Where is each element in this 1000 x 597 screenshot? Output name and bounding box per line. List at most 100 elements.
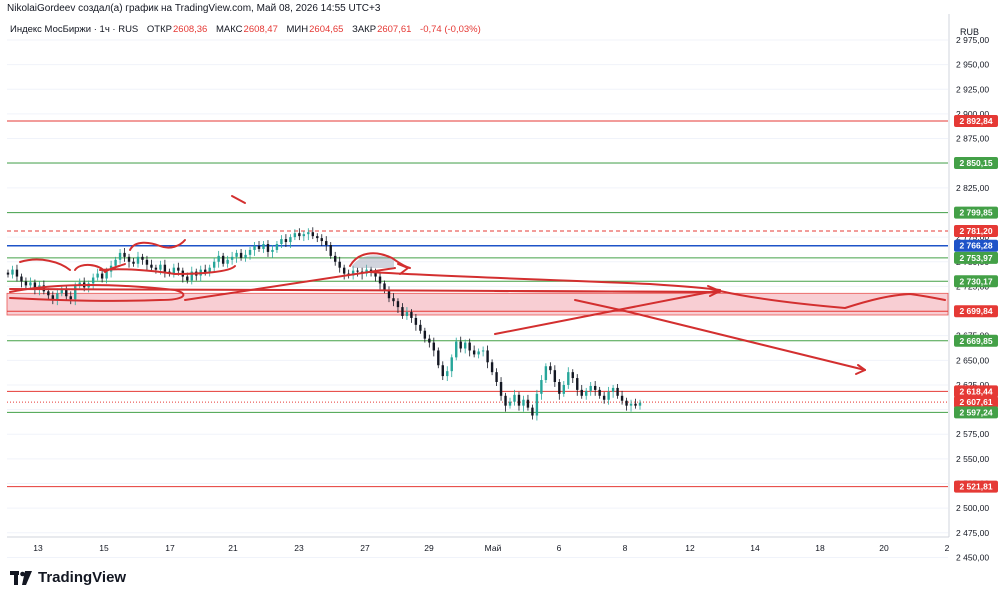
candle-body xyxy=(74,285,77,300)
annotation-stroke xyxy=(99,265,236,275)
candle-body xyxy=(275,244,279,250)
level-label-bg xyxy=(954,305,998,318)
level-label: 2 607,61 xyxy=(959,397,992,407)
candle-body xyxy=(56,293,59,300)
candle-body xyxy=(159,264,162,270)
candle-body xyxy=(105,271,108,279)
candle-body xyxy=(163,264,167,272)
candle-body xyxy=(118,252,122,260)
x-tick-label: 29 xyxy=(424,543,434,553)
currency-label[interactable]: RUB xyxy=(960,27,980,37)
candle-body xyxy=(432,342,436,351)
x-tick-label: 17 xyxy=(165,543,175,553)
high-value: 2608,47 xyxy=(243,24,278,35)
candle-body xyxy=(100,273,104,279)
candle-body xyxy=(20,276,23,282)
candle-body xyxy=(589,385,592,391)
y-tick-label: 2 875,00 xyxy=(956,134,989,144)
level-label: 2 699,84 xyxy=(959,306,992,316)
level-label-bg xyxy=(954,239,998,252)
candle-body xyxy=(540,380,543,394)
level-label: 2 781,20 xyxy=(959,226,992,236)
annotation-stroke xyxy=(494,289,721,335)
annotation-stroke xyxy=(369,271,721,291)
candle-body xyxy=(230,256,234,260)
x-tick-label: 15 xyxy=(99,543,109,553)
level-label: 2 597,24 xyxy=(959,407,992,417)
tradingview-brand[interactable]: TradingView xyxy=(10,569,126,586)
x-tick-label: 27 xyxy=(360,543,370,553)
candle-body xyxy=(544,366,548,381)
x-tick-label: 18 xyxy=(815,543,825,553)
x-tick-label: 12 xyxy=(685,543,695,553)
annotation-stroke xyxy=(129,239,186,251)
level-label-bg xyxy=(954,157,998,170)
level-label: 2 669,85 xyxy=(959,336,992,346)
candle-body xyxy=(553,370,557,383)
candle-body xyxy=(320,238,323,242)
candle-body xyxy=(477,351,480,355)
candle-body xyxy=(602,395,606,400)
candle-body xyxy=(11,269,14,275)
candle-body xyxy=(508,401,512,406)
annotation-stroke xyxy=(9,287,721,293)
y-tick-label: 2 775,00 xyxy=(956,232,989,242)
candle-body xyxy=(383,283,386,291)
candle-body xyxy=(271,249,274,252)
candle-body xyxy=(253,245,256,250)
candle-body xyxy=(239,252,243,258)
candle-body xyxy=(177,267,180,271)
candle-body xyxy=(472,350,476,355)
candle-body xyxy=(481,350,485,352)
annotation-stroke xyxy=(74,263,126,273)
candle-body xyxy=(33,282,37,290)
chart-attribution: NikolaiGordeev создал(а) график на Tradi… xyxy=(7,3,381,14)
candle-body xyxy=(459,341,462,349)
candle-body xyxy=(6,272,10,275)
candle-body xyxy=(190,271,193,281)
brand-name: TradingView xyxy=(38,569,127,586)
high-label: МАКС xyxy=(215,24,243,35)
candle-body xyxy=(154,267,158,270)
x-tick-label: 6 xyxy=(557,543,562,553)
candle-body xyxy=(221,255,225,264)
close-label: ЗАКР xyxy=(352,24,377,35)
x-tick-label: 23 xyxy=(294,543,304,553)
level-label: 2 850,15 xyxy=(959,158,992,168)
candle-body xyxy=(611,387,615,392)
x-tick-label: 20 xyxy=(879,543,889,553)
candle-body xyxy=(65,289,68,297)
y-tick-label: 2 825,00 xyxy=(956,183,989,193)
candle-body xyxy=(226,259,229,264)
candle-body xyxy=(145,259,149,265)
candle-body xyxy=(51,295,55,300)
level-label: 2 753,97 xyxy=(959,253,992,263)
x-tick-label: 21 xyxy=(228,543,238,553)
candle-body xyxy=(392,298,395,302)
candle-body xyxy=(526,399,530,408)
y-tick-label: 2 500,00 xyxy=(956,503,989,513)
annotation-stroke xyxy=(707,285,721,297)
level-label-bg xyxy=(954,275,998,288)
candle-body xyxy=(616,387,619,396)
candle-body xyxy=(396,301,400,308)
candle-body xyxy=(136,256,140,264)
candle-body xyxy=(15,269,19,277)
candle-body xyxy=(311,232,314,237)
candle-body xyxy=(356,270,359,272)
candle-body xyxy=(123,252,126,257)
candle-body xyxy=(69,296,72,300)
y-tick-label: 2 550,00 xyxy=(956,454,989,464)
candle-body xyxy=(298,233,301,237)
low-value: 2604,65 xyxy=(309,24,344,35)
y-tick-label: 2 900,00 xyxy=(956,109,989,119)
y-tick-label: 2 575,00 xyxy=(956,429,989,439)
y-tick-label: 2 925,00 xyxy=(956,84,989,94)
candle-body xyxy=(150,264,153,268)
candle-body xyxy=(235,252,238,257)
y-tick-label: 2 475,00 xyxy=(956,528,989,538)
candle-body xyxy=(638,402,642,406)
candle-body xyxy=(91,277,95,284)
symbol-name[interactable]: Индекс МосБиржи · 1ч · RUS xyxy=(10,24,139,35)
